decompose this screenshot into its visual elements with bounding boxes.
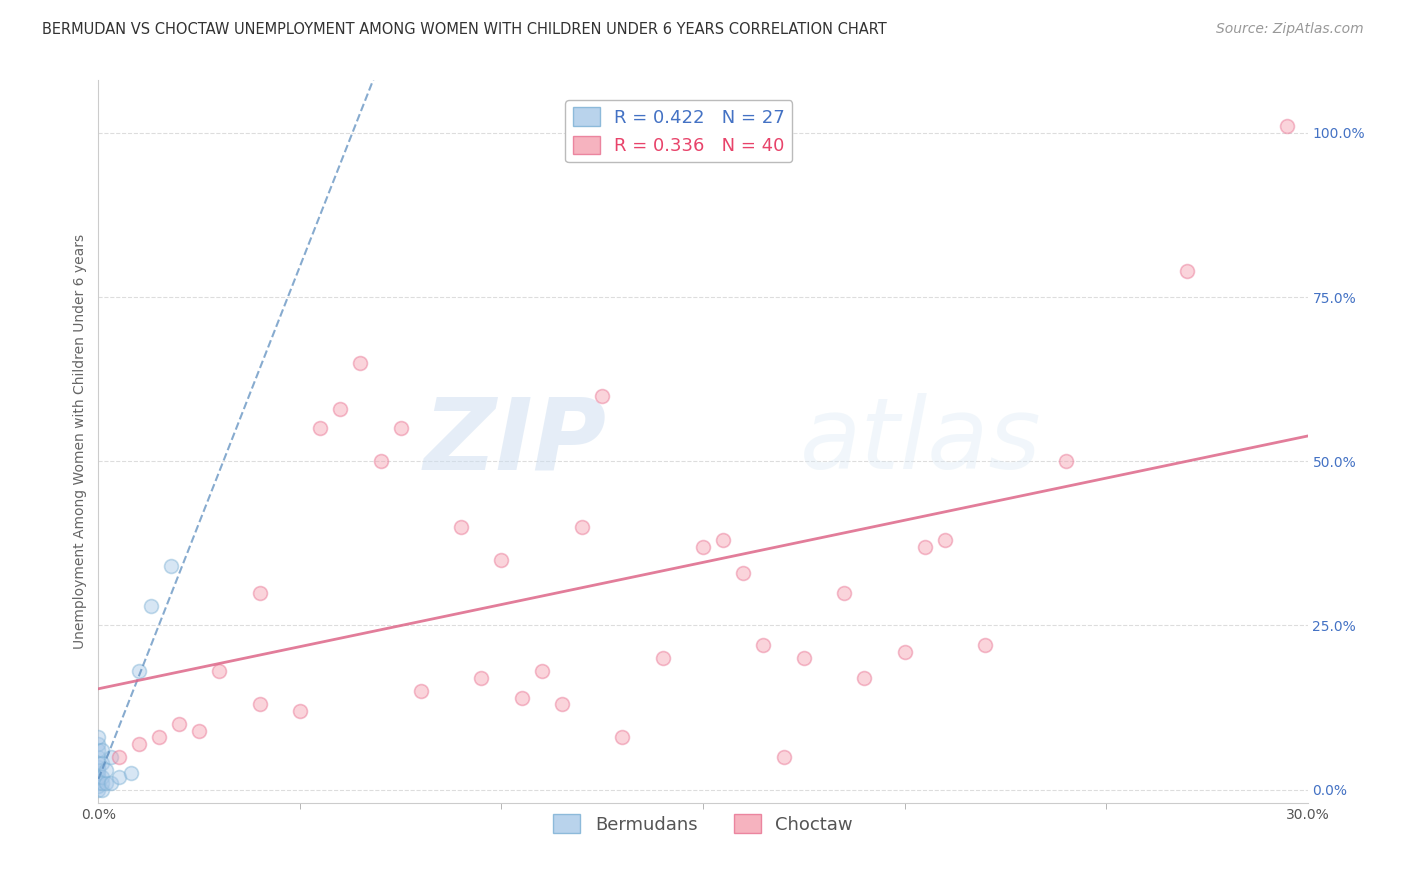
Point <box>733 566 755 580</box>
Point <box>571 520 593 534</box>
Point <box>934 533 956 547</box>
Point <box>148 730 170 744</box>
Point <box>87 730 110 744</box>
Point <box>87 780 110 794</box>
Point <box>1054 454 1077 468</box>
Point <box>309 421 332 435</box>
Point <box>510 690 533 705</box>
Y-axis label: Unemployment Among Women with Children Under 6 years: Unemployment Among Women with Children U… <box>73 234 87 649</box>
Point <box>96 776 118 790</box>
Point <box>188 723 211 738</box>
Point <box>139 599 162 613</box>
Point <box>793 651 815 665</box>
Point <box>612 730 634 744</box>
Text: ZIP: ZIP <box>423 393 606 490</box>
Legend: Bermudans, Choctaw: Bermudans, Choctaw <box>546 807 860 841</box>
Point <box>107 749 129 764</box>
Point <box>288 704 311 718</box>
Point <box>87 776 110 790</box>
Point <box>91 743 114 757</box>
Point <box>91 756 114 771</box>
Point <box>914 540 936 554</box>
Point <box>249 698 271 712</box>
Point <box>87 760 110 774</box>
Point <box>208 665 231 679</box>
Point <box>91 776 114 790</box>
Point <box>551 698 574 712</box>
Point <box>128 665 150 679</box>
Point <box>120 766 142 780</box>
Point <box>100 776 122 790</box>
Point <box>87 770 110 784</box>
Point <box>893 645 915 659</box>
Point <box>107 770 129 784</box>
Point <box>87 782 110 797</box>
Point <box>853 671 876 685</box>
Text: atlas: atlas <box>800 393 1042 490</box>
Point <box>1175 264 1198 278</box>
Point <box>752 638 775 652</box>
Point <box>692 540 714 554</box>
Point <box>772 749 794 764</box>
Point <box>87 772 110 787</box>
Point <box>409 684 432 698</box>
Point <box>91 782 114 797</box>
Point <box>87 743 110 757</box>
Text: Source: ZipAtlas.com: Source: ZipAtlas.com <box>1216 22 1364 37</box>
Point <box>100 749 122 764</box>
Point <box>87 766 110 780</box>
Point <box>832 585 855 599</box>
Point <box>491 553 513 567</box>
Text: BERMUDAN VS CHOCTAW UNEMPLOYMENT AMONG WOMEN WITH CHILDREN UNDER 6 YEARS CORRELA: BERMUDAN VS CHOCTAW UNEMPLOYMENT AMONG W… <box>42 22 887 37</box>
Point <box>329 401 352 416</box>
Point <box>349 356 371 370</box>
Point <box>591 388 613 402</box>
Point <box>249 585 271 599</box>
Point <box>87 737 110 751</box>
Point <box>450 520 472 534</box>
Point <box>974 638 997 652</box>
Point <box>87 749 110 764</box>
Point <box>370 454 392 468</box>
Point <box>96 763 118 777</box>
Point <box>87 763 110 777</box>
Point <box>87 756 110 771</box>
Point <box>530 665 553 679</box>
Point <box>470 671 492 685</box>
Point <box>160 559 183 574</box>
Point <box>1277 120 1299 134</box>
Point <box>167 717 190 731</box>
Point <box>389 421 412 435</box>
Point <box>91 770 114 784</box>
Point <box>128 737 150 751</box>
Point <box>651 651 673 665</box>
Point <box>711 533 734 547</box>
